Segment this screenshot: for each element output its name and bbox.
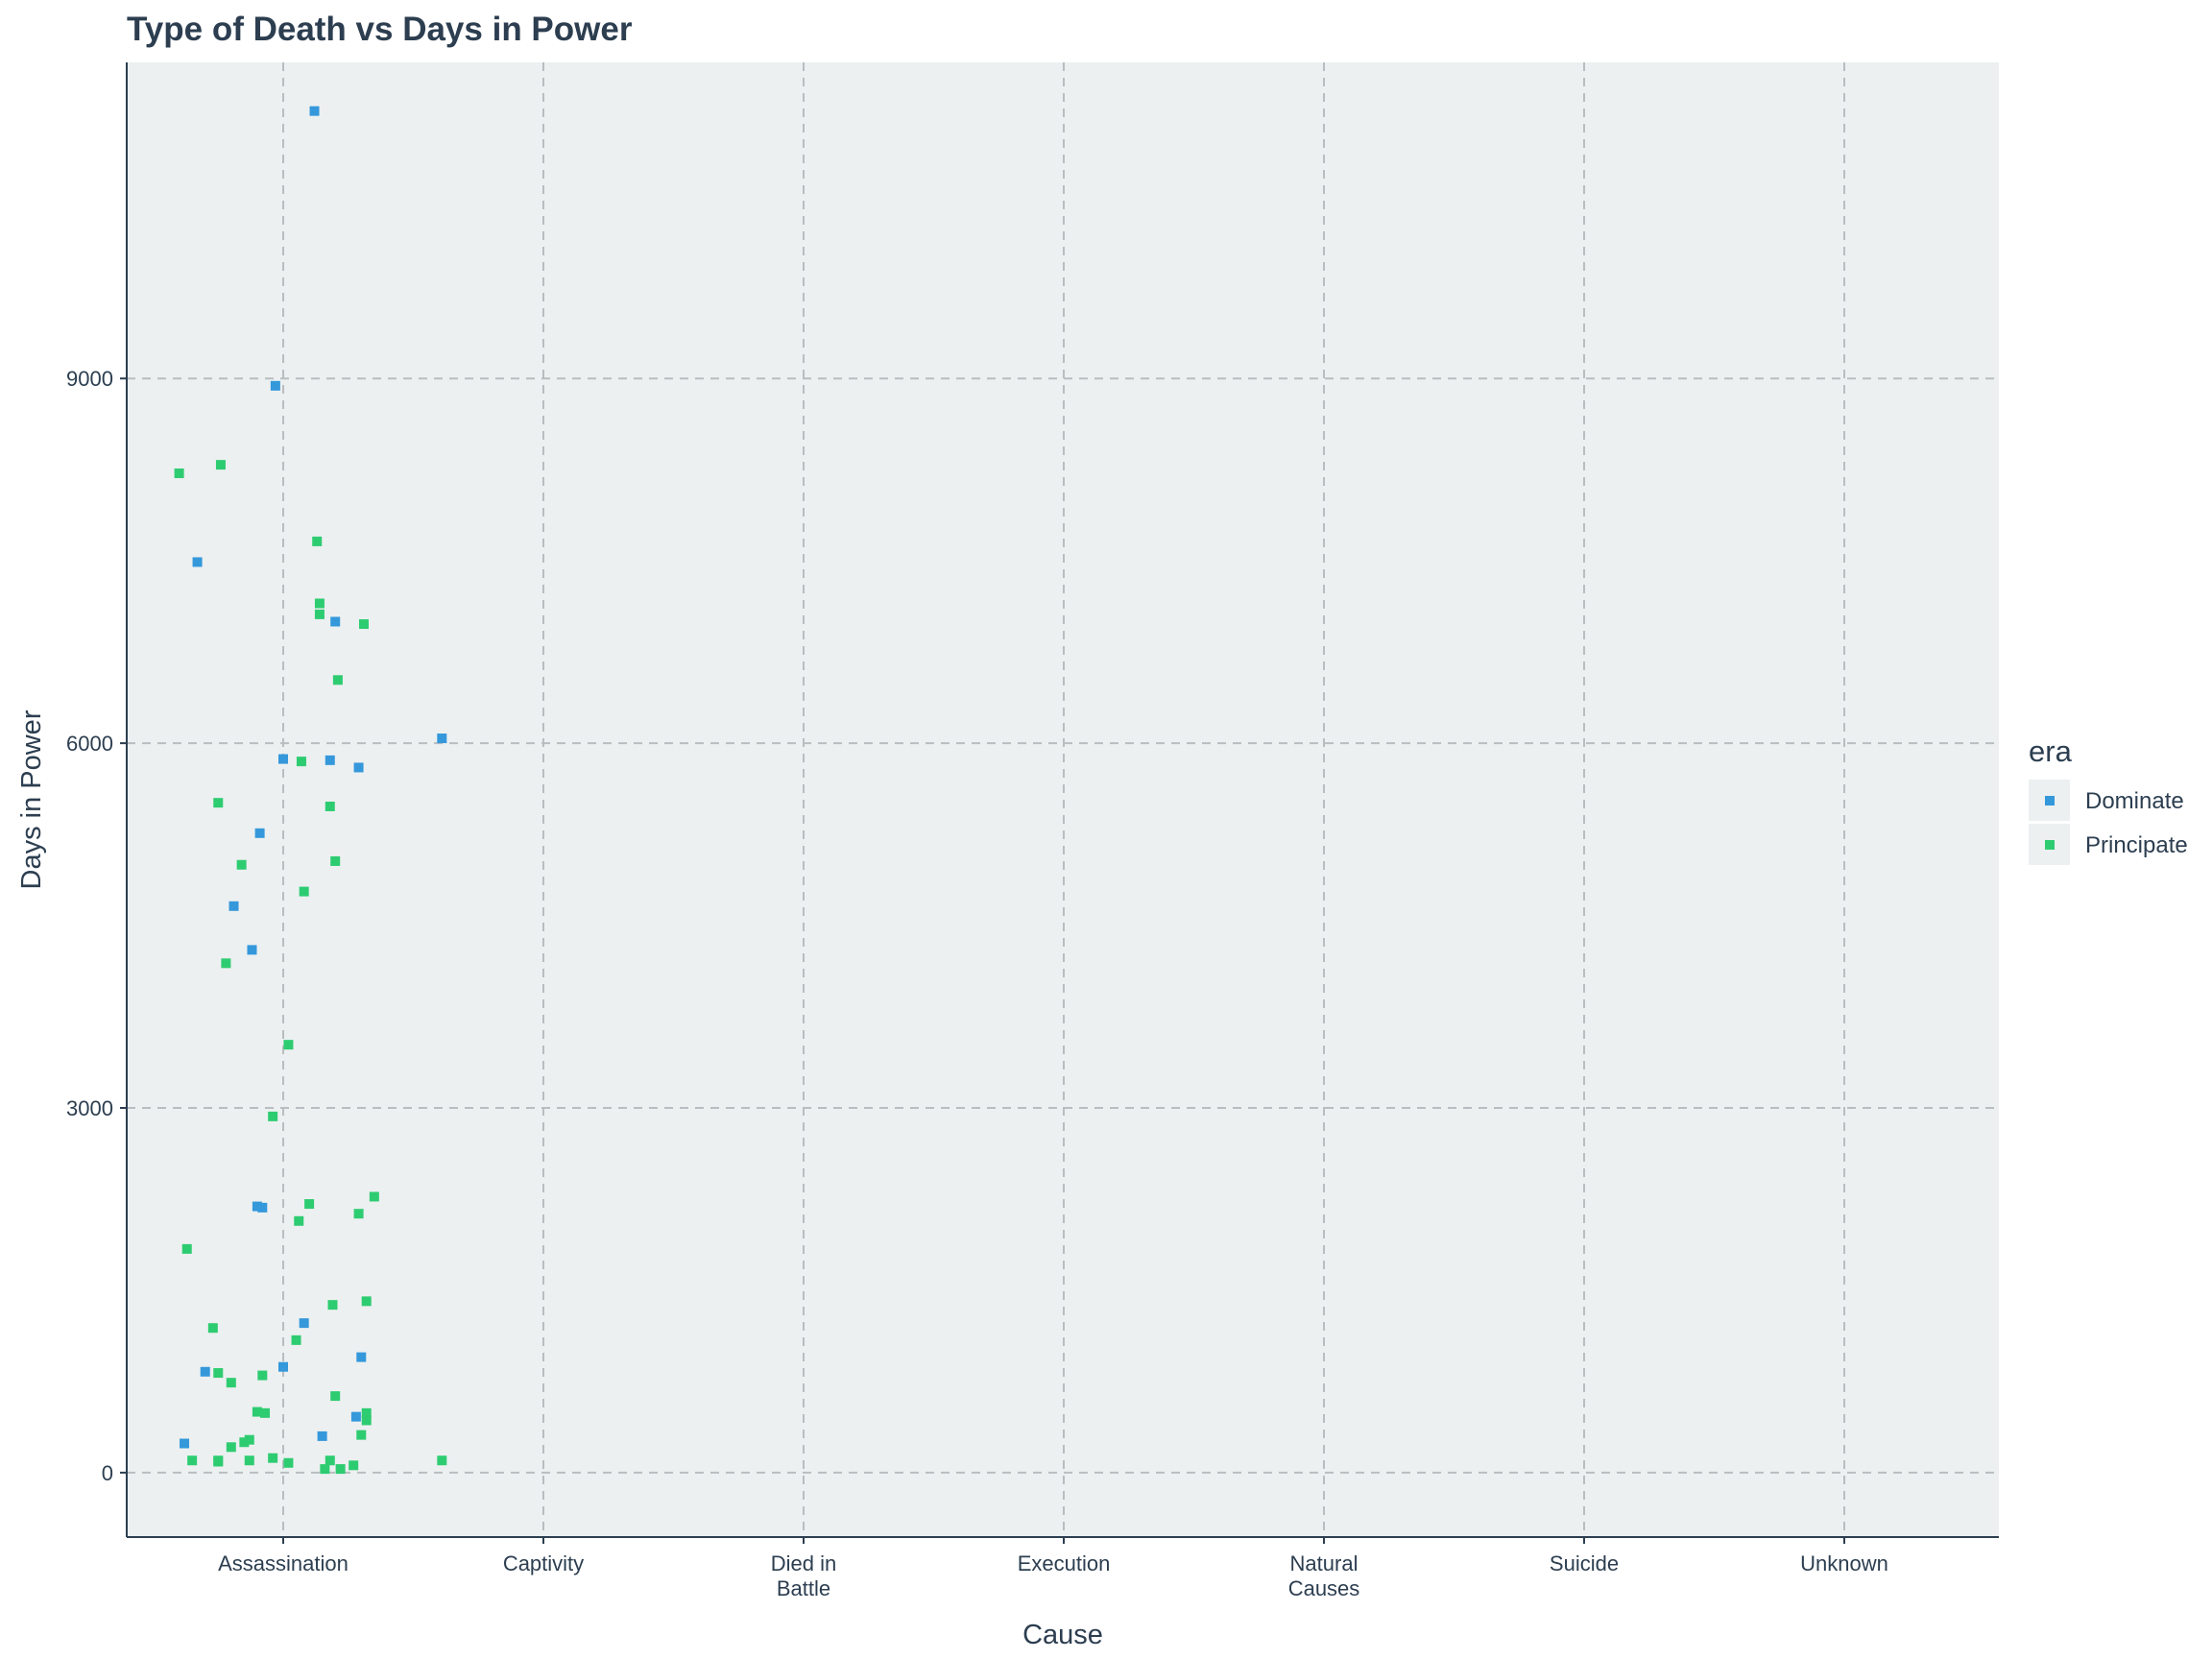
point-principate	[325, 801, 335, 811]
legend-key-dominate	[2045, 796, 2055, 805]
point-principate	[320, 1464, 330, 1475]
point-dominate	[309, 106, 320, 116]
point-principate	[181, 1243, 192, 1254]
point-dominate	[180, 1438, 190, 1449]
gridlines	[127, 62, 1999, 1537]
point-principate	[437, 1455, 447, 1466]
x-tick-label: Unknown	[1800, 1551, 1888, 1575]
point-principate	[314, 609, 325, 619]
point-principate	[327, 1300, 338, 1310]
point-principate	[260, 1407, 271, 1418]
point-principate	[226, 1378, 236, 1388]
x-axis-label: Cause	[1022, 1620, 1103, 1650]
point-principate	[353, 1209, 364, 1219]
point-principate	[361, 1407, 372, 1418]
point-dominate	[192, 557, 203, 567]
point-principate	[213, 1455, 224, 1466]
point-principate	[349, 1460, 359, 1471]
point-principate	[296, 757, 306, 767]
point-principate	[174, 469, 184, 479]
y-ticks: 0 3000 6000 9000	[66, 367, 127, 1485]
x-tick-label: Execution	[1018, 1551, 1111, 1575]
legend: era Dominate Principate	[2029, 734, 2188, 865]
point-principate	[283, 1040, 294, 1050]
x-tick-label: Natural	[1290, 1551, 1358, 1575]
point-dominate	[330, 616, 341, 627]
point-principate	[244, 1455, 254, 1466]
point-principate	[312, 536, 323, 546]
point-dominate	[228, 901, 239, 911]
point-principate	[361, 1296, 372, 1307]
chart-title: Type of Death vs Days in Power	[127, 11, 633, 48]
point-principate	[268, 1453, 278, 1463]
point-dominate	[247, 945, 257, 955]
point-dominate	[350, 1411, 361, 1422]
x-tick-label: Battle	[777, 1576, 830, 1600]
point-principate	[361, 1415, 372, 1426]
point-principate	[187, 1455, 198, 1466]
point-principate	[294, 1215, 304, 1226]
point-dominate	[325, 755, 335, 765]
point-principate	[304, 1199, 315, 1210]
data-points	[174, 106, 447, 1475]
legend-title: era	[2029, 734, 2073, 768]
y-axis-label: Days in Power	[16, 709, 47, 889]
point-dominate	[317, 1431, 327, 1441]
point-principate	[236, 859, 247, 870]
point-principate	[268, 1111, 278, 1121]
x-tick-label: Suicide	[1550, 1551, 1619, 1575]
point-principate	[299, 886, 309, 897]
point-principate	[332, 675, 343, 685]
point-principate	[314, 598, 325, 609]
point-principate	[359, 619, 370, 630]
point-dominate	[353, 762, 364, 773]
point-dominate	[254, 828, 265, 838]
point-principate	[291, 1334, 301, 1345]
x-tick-label: Assassination	[218, 1551, 349, 1575]
point-principate	[207, 1323, 218, 1334]
legend-label: Dominate	[2085, 788, 2184, 814]
point-principate	[239, 1437, 250, 1448]
point-dominate	[270, 380, 280, 391]
point-dominate	[252, 1201, 262, 1212]
point-principate	[283, 1457, 294, 1468]
y-tick-label: 9000	[66, 367, 113, 391]
point-dominate	[278, 754, 288, 764]
x-tick-label: Died in	[771, 1551, 836, 1575]
point-principate	[215, 460, 226, 470]
y-tick-label: 6000	[66, 732, 113, 756]
point-principate	[330, 1391, 341, 1402]
point-principate	[335, 1464, 346, 1475]
y-tick-label: 0	[102, 1461, 113, 1485]
x-tick-label: Causes	[1288, 1576, 1360, 1600]
point-principate	[226, 1442, 236, 1453]
point-principate	[221, 958, 231, 969]
point-principate	[213, 798, 224, 808]
point-dominate	[356, 1352, 367, 1362]
point-principate	[252, 1407, 262, 1417]
point-dominate	[299, 1318, 309, 1329]
point-dominate	[437, 733, 447, 744]
point-principate	[325, 1455, 335, 1466]
point-dominate	[200, 1366, 210, 1377]
legend-label: Principate	[2085, 832, 2188, 858]
point-principate	[356, 1430, 367, 1440]
point-principate	[369, 1191, 379, 1202]
point-dominate	[257, 1202, 268, 1213]
legend-key-principate	[2045, 840, 2055, 850]
point-dominate	[278, 1361, 288, 1372]
point-principate	[330, 855, 341, 866]
point-principate	[244, 1434, 254, 1445]
point-principate	[257, 1370, 268, 1381]
y-tick-label: 3000	[66, 1096, 113, 1120]
x-tick-label: Captivity	[503, 1551, 584, 1575]
point-principate	[213, 1368, 224, 1379]
